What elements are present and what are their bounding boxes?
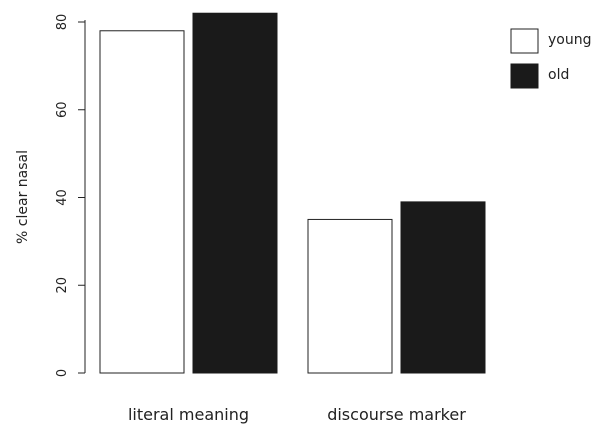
category-label: literal meaning [128,405,249,424]
y-ticks: 0 20 40 60 80 [55,14,85,377]
category-labels: literal meaning discourse marker [128,405,466,424]
y-tick-label: 0 [55,369,70,377]
y-tick-label: 40 [55,189,70,206]
bar-old-1 [400,201,486,374]
legend-label-old: old [548,67,569,83]
legend-swatch-old [510,63,539,89]
y-tick-label: 80 [55,14,70,31]
y-axis: 0 20 40 60 80 [55,14,86,377]
bars [99,12,486,374]
bar-young-0 [99,30,185,374]
y-axis-label: % clear nasal [15,150,31,244]
bar-young-1 [307,218,393,374]
legend-swatch-young [510,28,539,54]
y-tick-label: 20 [55,277,70,294]
legend: young old [510,28,591,89]
y-tick-label: 60 [55,101,70,118]
legend-label-young: young [548,32,591,48]
bar-old-0 [192,12,278,374]
category-label: discourse marker [327,405,466,424]
